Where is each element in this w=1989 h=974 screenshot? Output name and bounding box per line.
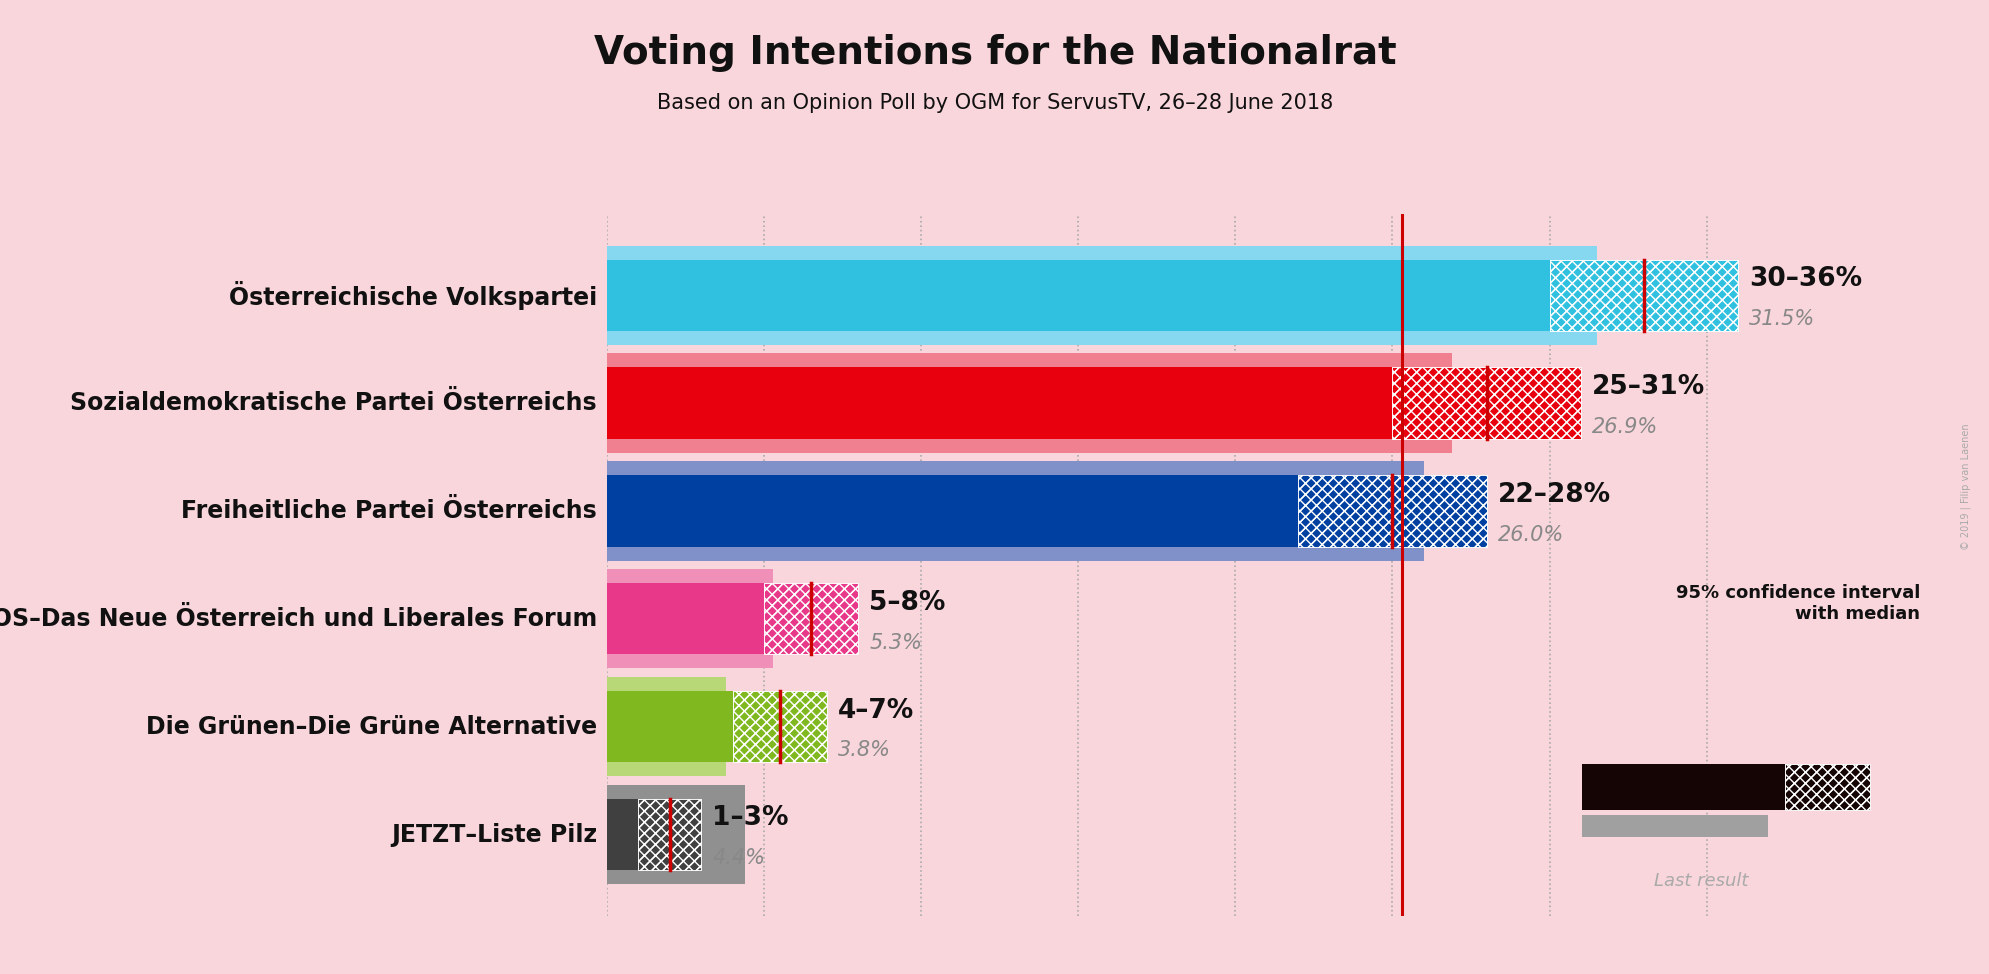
Bar bbox=[1297, 475, 1486, 546]
Bar bbox=[764, 583, 857, 655]
Bar bbox=[1297, 475, 1486, 546]
Bar bbox=[607, 692, 732, 763]
Bar bbox=[1392, 367, 1579, 438]
Bar bbox=[1581, 764, 1784, 810]
Text: Last result: Last result bbox=[1653, 872, 1748, 889]
Text: Österreichische Volkspartei: Österreichische Volkspartei bbox=[229, 281, 597, 310]
Bar bbox=[732, 692, 827, 763]
Bar bbox=[638, 799, 700, 870]
Bar bbox=[607, 260, 1549, 331]
Text: 31.5%: 31.5% bbox=[1748, 309, 1814, 329]
Text: Die Grünen–Die Grüne Alternative: Die Grünen–Die Grüne Alternative bbox=[145, 715, 597, 738]
Text: 26.0%: 26.0% bbox=[1498, 525, 1563, 544]
Text: 30–36%: 30–36% bbox=[1748, 266, 1862, 292]
Bar bbox=[1784, 764, 1870, 810]
Bar bbox=[607, 677, 726, 776]
Text: © 2019 | Filip van Laenen: © 2019 | Filip van Laenen bbox=[1959, 424, 1971, 550]
Text: 1–3%: 1–3% bbox=[712, 805, 788, 832]
Text: 4–7%: 4–7% bbox=[837, 697, 913, 724]
Text: 3.8%: 3.8% bbox=[837, 740, 891, 761]
Text: 22–28%: 22–28% bbox=[1498, 482, 1609, 507]
Text: 4.4%: 4.4% bbox=[712, 848, 766, 869]
Text: 26.9%: 26.9% bbox=[1591, 417, 1657, 436]
Text: JETZT–Liste Pilz: JETZT–Liste Pilz bbox=[390, 823, 597, 846]
Bar bbox=[1784, 764, 1870, 810]
Text: 5–8%: 5–8% bbox=[869, 589, 945, 616]
Text: Sozialdemokratische Partei Österreichs: Sozialdemokratische Partei Österreichs bbox=[70, 392, 597, 415]
Text: Based on an Opinion Poll by OGM for ServusTV, 26–28 June 2018: Based on an Opinion Poll by OGM for Serv… bbox=[656, 93, 1333, 113]
Bar bbox=[1549, 260, 1736, 331]
Text: Voting Intentions for the Nationalrat: Voting Intentions for the Nationalrat bbox=[593, 34, 1396, 72]
Bar bbox=[607, 475, 1297, 546]
Bar bbox=[1549, 260, 1736, 331]
Text: 25–31%: 25–31% bbox=[1591, 374, 1705, 400]
Text: Freiheitliche Partei Österreichs: Freiheitliche Partei Österreichs bbox=[181, 499, 597, 523]
Bar bbox=[607, 462, 1424, 561]
Bar bbox=[638, 799, 700, 870]
Bar bbox=[764, 583, 857, 655]
Bar bbox=[607, 785, 744, 884]
Bar bbox=[607, 583, 764, 655]
Text: 95% confidence interval
with median: 95% confidence interval with median bbox=[1675, 584, 1919, 623]
Text: NEOS–Das Neue Österreich und Liberales Forum: NEOS–Das Neue Österreich und Liberales F… bbox=[0, 607, 597, 631]
Bar bbox=[607, 354, 1452, 453]
Bar bbox=[607, 367, 1392, 438]
Bar bbox=[607, 245, 1595, 345]
Text: 5.3%: 5.3% bbox=[869, 632, 921, 653]
Bar bbox=[607, 799, 638, 870]
Bar bbox=[732, 692, 827, 763]
Bar bbox=[1392, 367, 1579, 438]
Bar bbox=[607, 569, 774, 668]
Bar bbox=[1581, 815, 1768, 837]
